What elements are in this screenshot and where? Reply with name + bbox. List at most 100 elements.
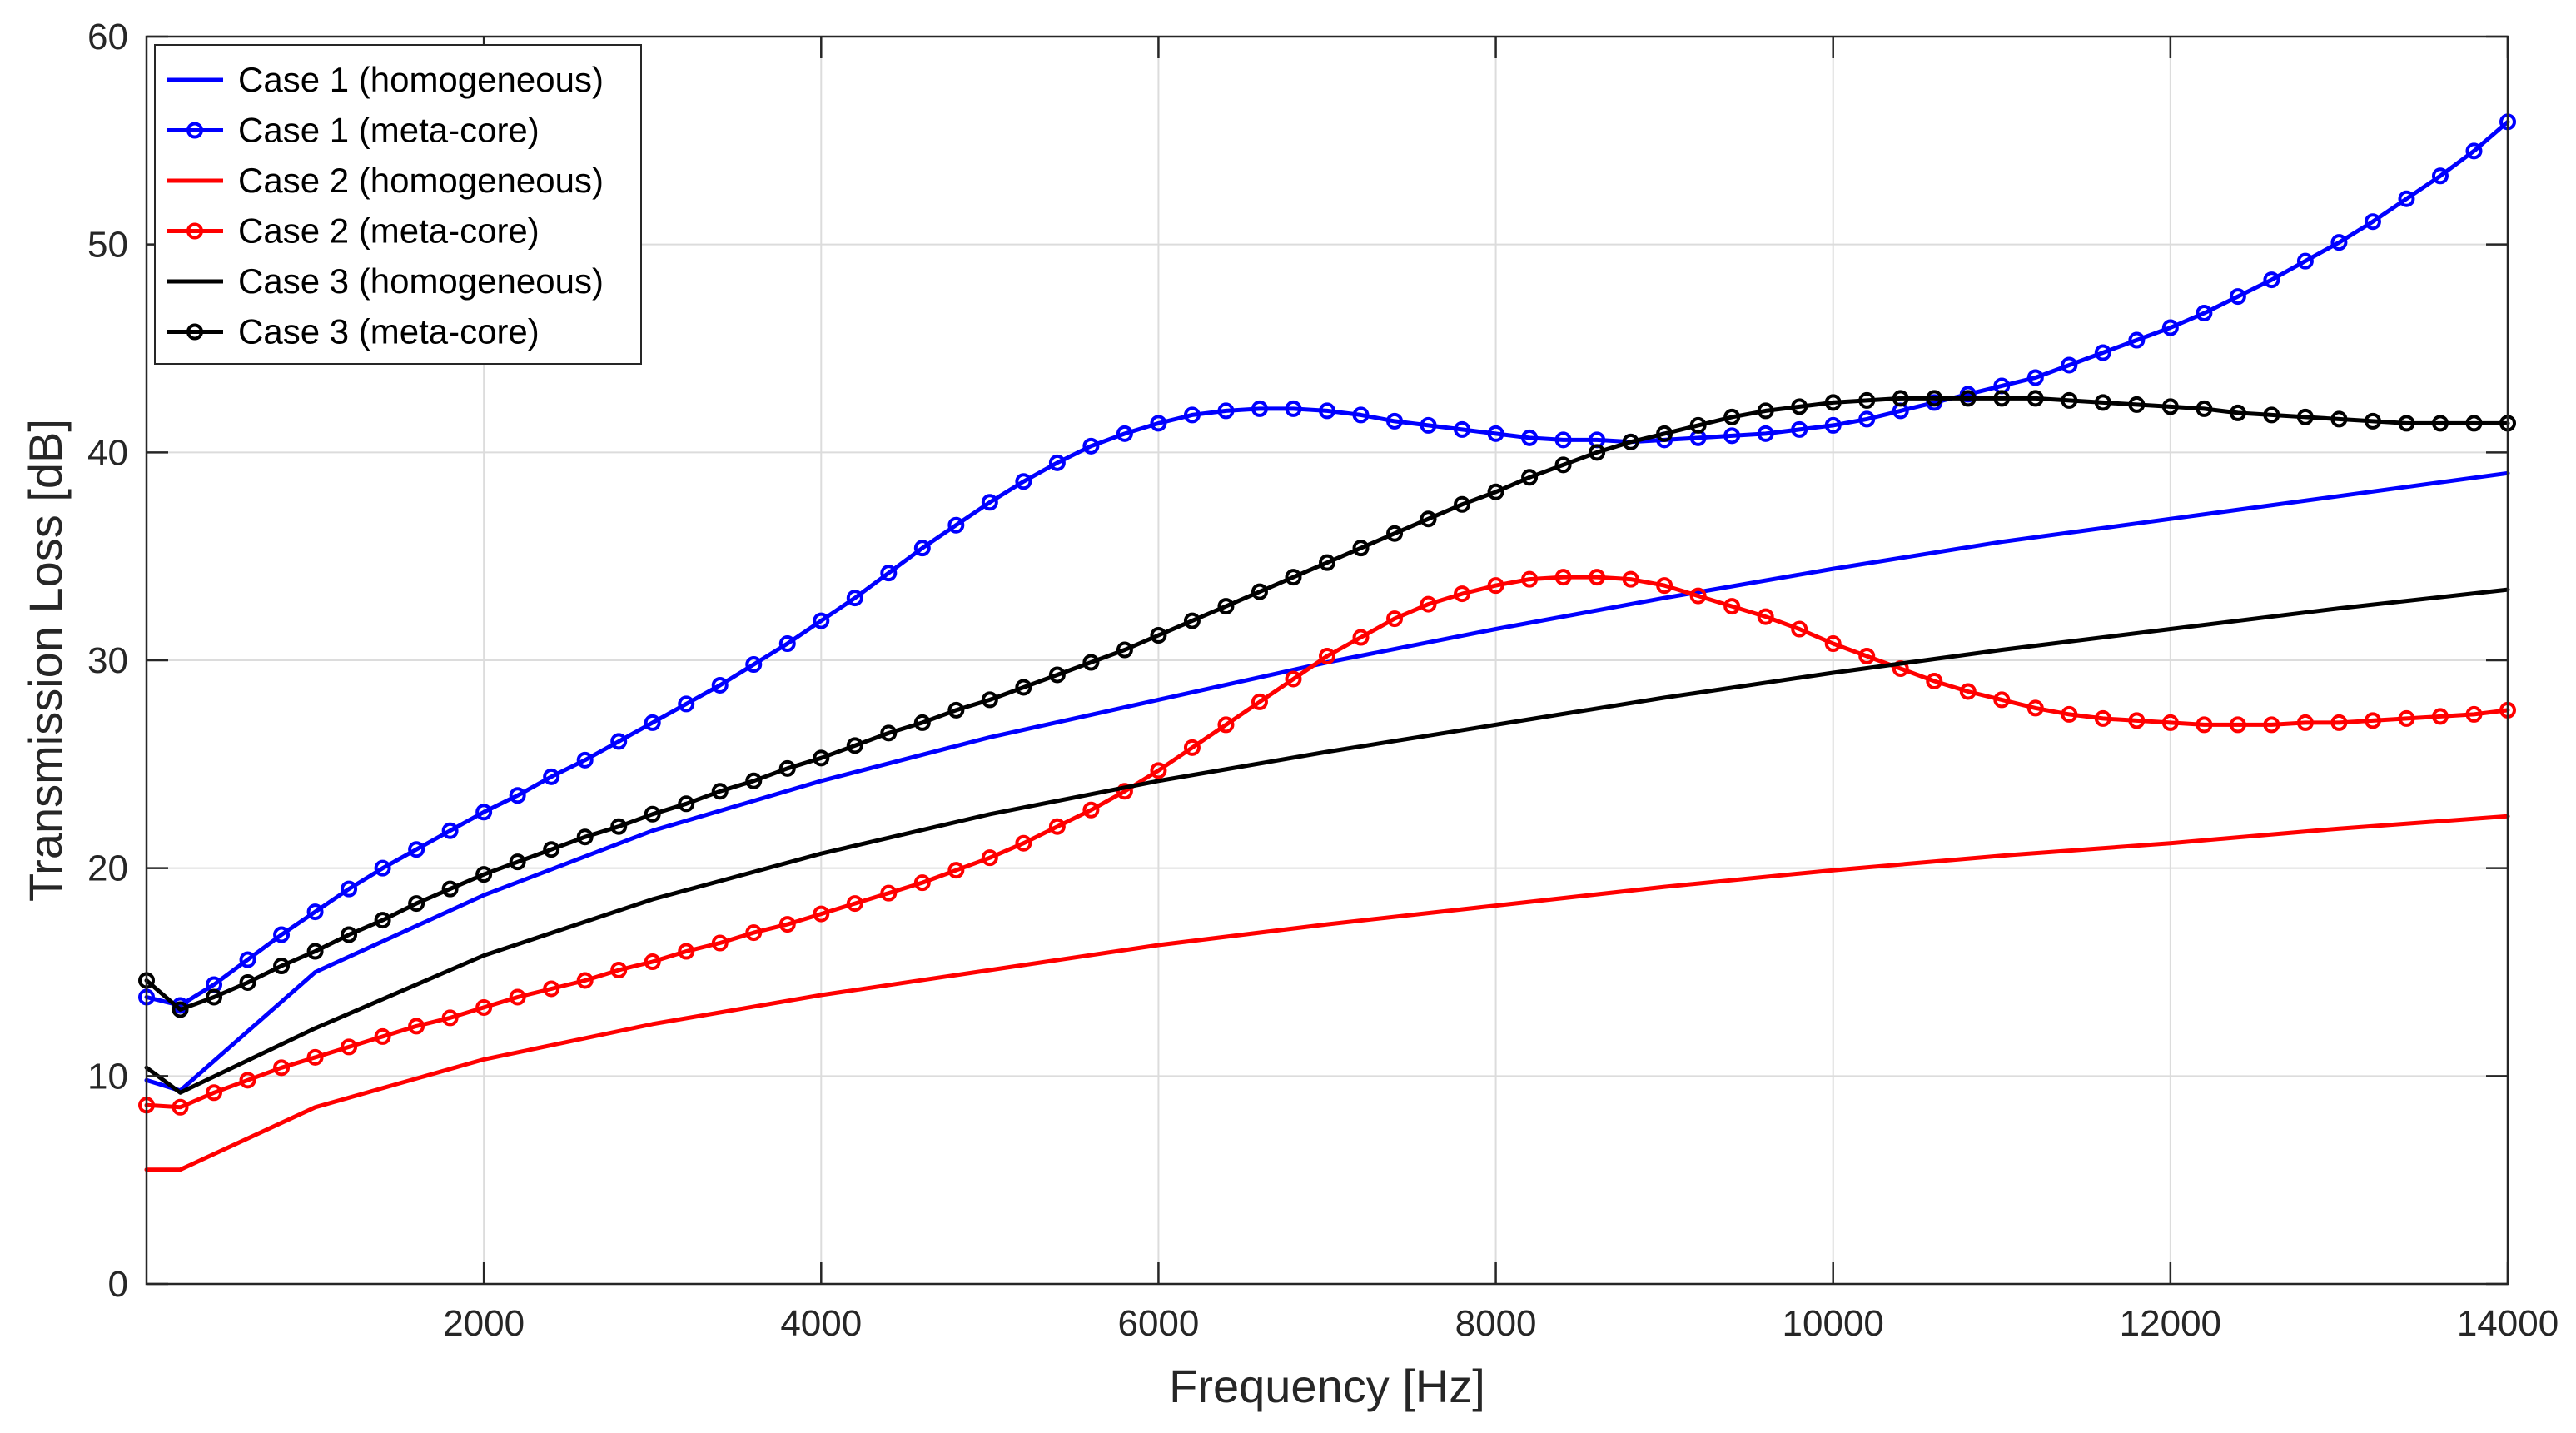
legend-marker-swatch — [186, 222, 203, 240]
data-point — [441, 880, 459, 898]
data-point — [981, 849, 998, 867]
data-point — [1285, 670, 1302, 688]
series-1 — [144, 470, 2510, 1093]
data-point — [2263, 406, 2280, 424]
data-point — [1926, 390, 1943, 407]
data-point — [2094, 709, 2111, 727]
data-point — [543, 841, 560, 858]
data-point — [2364, 712, 2381, 729]
x-tick-label: 2000 — [443, 1303, 525, 1344]
data-point — [306, 903, 324, 921]
data-point — [745, 772, 763, 789]
data-point — [509, 853, 526, 871]
data-point — [1757, 425, 1774, 442]
x-tick-label: 4000 — [780, 1303, 862, 1344]
data-point — [1150, 415, 1167, 432]
data-point — [1757, 402, 1774, 420]
data-point — [778, 635, 796, 653]
series-line — [144, 814, 2510, 1172]
data-point — [1183, 612, 1201, 629]
data-point — [2094, 394, 2111, 411]
series-line — [144, 396, 2510, 1012]
data-point — [475, 998, 493, 1016]
data-point — [341, 1038, 358, 1056]
data-point — [813, 749, 830, 767]
data-point — [1183, 406, 1201, 424]
legend-item: Case 3 (meta-core) — [167, 312, 540, 351]
data-point — [408, 1018, 425, 1035]
data-point — [2398, 709, 2415, 727]
data-point — [1420, 595, 1437, 613]
data-point — [1048, 666, 1066, 684]
data-point — [1791, 420, 1808, 438]
data-point — [2229, 404, 2246, 421]
legend-items: Case 1 (homogeneous) Case 1 (meta-core) Ca… — [167, 60, 604, 351]
data-point — [576, 828, 594, 846]
data-point — [441, 822, 459, 839]
legend-label: Case 3 (homogeneous) — [238, 261, 604, 301]
data-point — [2263, 716, 2280, 734]
data-point — [1589, 444, 1606, 461]
data-point — [509, 988, 526, 1006]
data-point — [1554, 569, 1572, 586]
data-point — [2196, 305, 2213, 322]
data-point — [880, 724, 898, 742]
x-tick-label: 6000 — [1117, 1303, 1199, 1344]
data-point — [1622, 433, 1639, 450]
data-point — [981, 494, 998, 511]
data-point — [2431, 708, 2449, 725]
data-point — [1386, 610, 1404, 628]
data-point — [711, 934, 729, 952]
data-point — [374, 1027, 391, 1045]
data-point — [745, 924, 763, 942]
legend-label: Case 1 (homogeneous) — [238, 60, 604, 99]
data-point — [1420, 416, 1437, 434]
data-point — [1352, 406, 1370, 424]
data-point — [2128, 712, 2146, 729]
legend-label: Case 2 (meta-core) — [238, 211, 540, 251]
data-point — [1521, 429, 1539, 446]
data-point — [745, 655, 763, 673]
data-point — [1723, 598, 1741, 615]
data-point — [1319, 648, 1335, 665]
series-line — [144, 119, 2510, 1008]
data-point — [711, 783, 729, 800]
data-point — [1217, 716, 1235, 734]
data-point — [1656, 577, 1673, 595]
data-point — [2431, 415, 2449, 432]
data-point — [2465, 705, 2483, 723]
data-point — [2026, 699, 2044, 717]
data-point — [1521, 469, 1539, 486]
data-point — [913, 874, 931, 892]
data-point — [1824, 416, 1842, 434]
data-point — [1791, 620, 1808, 638]
data-point — [543, 980, 560, 998]
data-point — [913, 714, 931, 731]
data-point — [206, 1084, 223, 1102]
data-point — [576, 751, 594, 769]
data-point — [1319, 554, 1335, 571]
data-point — [880, 565, 898, 582]
data-point — [846, 895, 863, 913]
data-point — [2026, 369, 2044, 386]
data-point — [1116, 425, 1133, 442]
data-point — [1454, 420, 1471, 438]
data-point — [2061, 705, 2078, 723]
x-tick-label: 14000 — [2457, 1303, 2559, 1344]
data-point — [644, 805, 661, 823]
legend-label: Case 1 (meta-core) — [238, 111, 540, 150]
data-point — [1251, 693, 1268, 710]
data-point — [1150, 762, 1167, 779]
data-point — [947, 862, 965, 879]
series-3 — [144, 814, 2510, 1172]
data-point — [1554, 431, 1572, 449]
data-point — [1116, 641, 1133, 659]
data-point — [1251, 400, 1268, 417]
legend-label: Case 2 (homogeneous) — [238, 161, 604, 200]
data-point — [1420, 510, 1437, 528]
legend-item: Case 1 (homogeneous) — [167, 60, 604, 99]
data-point — [778, 759, 796, 777]
data-point — [1959, 683, 1977, 700]
data-point — [1285, 400, 1302, 417]
data-point — [2296, 408, 2314, 425]
